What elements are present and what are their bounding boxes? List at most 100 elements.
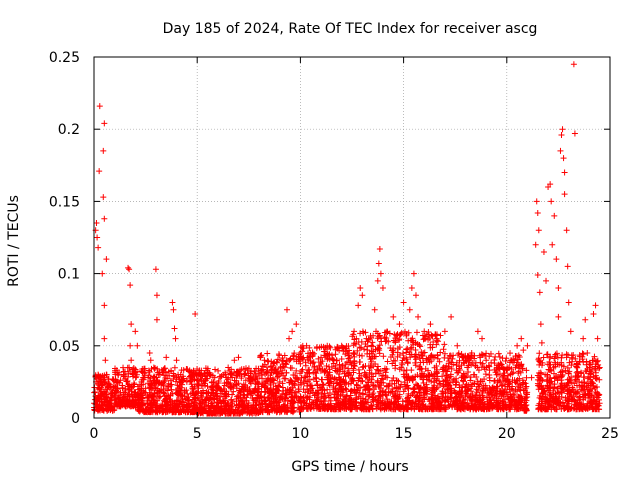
data-point	[281, 395, 288, 402]
data-point	[119, 399, 126, 406]
data-point	[136, 390, 143, 397]
data-point	[100, 194, 107, 201]
data-point	[483, 350, 490, 357]
data-point	[170, 375, 177, 382]
data-point	[333, 395, 340, 402]
data-point	[427, 321, 434, 328]
data-point	[159, 401, 166, 408]
data-point	[184, 403, 191, 410]
data-point	[260, 379, 267, 386]
data-point	[221, 388, 228, 395]
data-point	[289, 394, 296, 401]
data-point	[304, 395, 311, 402]
data-point	[170, 306, 177, 313]
data-point	[101, 335, 108, 342]
data-point	[559, 126, 566, 133]
data-point	[264, 395, 271, 402]
data-point	[236, 387, 243, 394]
data-point	[112, 367, 119, 374]
data-point	[272, 366, 279, 373]
data-point	[328, 352, 335, 359]
data-point	[540, 248, 547, 255]
data-point	[401, 367, 408, 374]
data-point	[304, 382, 311, 389]
data-point	[238, 366, 245, 373]
data-point	[375, 260, 382, 267]
data-point	[201, 370, 208, 377]
data-point	[231, 369, 238, 376]
data-point	[435, 338, 442, 345]
data-point	[148, 406, 155, 413]
data-point	[105, 401, 112, 408]
data-point	[543, 277, 550, 284]
data-point	[203, 389, 210, 396]
data-point	[286, 335, 293, 342]
data-point	[403, 332, 410, 339]
data-point	[173, 357, 180, 364]
data-point	[351, 362, 358, 369]
data-point	[207, 404, 214, 411]
data-point	[152, 266, 159, 273]
data-point	[136, 399, 143, 406]
data-point	[299, 345, 306, 352]
data-point	[158, 380, 165, 387]
data-point	[203, 396, 210, 403]
data-point	[302, 373, 309, 380]
data-point	[228, 396, 235, 403]
data-point	[172, 335, 179, 342]
data-point	[553, 256, 560, 263]
data-point	[189, 396, 196, 403]
data-point	[326, 371, 333, 378]
data-point	[325, 355, 332, 362]
data-point	[275, 382, 282, 389]
data-point	[441, 341, 448, 348]
data-point	[113, 379, 120, 386]
data-point	[404, 359, 411, 366]
data-point	[123, 396, 130, 403]
data-point	[171, 404, 178, 411]
data-point	[169, 299, 176, 306]
data-point	[375, 383, 382, 390]
data-point	[312, 369, 319, 376]
data-point	[179, 395, 186, 402]
data-point	[102, 405, 109, 412]
data-point	[198, 376, 205, 383]
data-point	[204, 365, 211, 372]
data-point	[555, 285, 562, 292]
data-point	[216, 373, 223, 380]
data-point	[548, 198, 555, 205]
data-point	[268, 363, 275, 370]
data-point	[270, 398, 277, 405]
data-point	[563, 227, 570, 234]
data-point	[293, 321, 300, 328]
data-point	[250, 408, 257, 415]
data-point	[177, 392, 184, 399]
data-point	[167, 397, 174, 404]
data-point	[304, 369, 311, 376]
data-point	[319, 376, 326, 383]
data-point	[333, 380, 340, 387]
data-point	[225, 405, 232, 412]
data-point	[561, 191, 568, 198]
chart-title: Day 185 of 2024, Rate Of TEC Index for r…	[163, 21, 538, 37]
data-point	[356, 358, 363, 365]
data-point	[359, 364, 366, 371]
data-point	[345, 355, 352, 362]
data-point	[337, 406, 344, 413]
data-point	[251, 388, 258, 395]
data-point	[337, 366, 344, 373]
data-point	[523, 390, 530, 397]
data-point	[324, 376, 331, 383]
data-point	[326, 366, 333, 373]
data-point	[207, 396, 214, 403]
data-point	[339, 386, 346, 393]
data-point	[345, 365, 352, 372]
data-point	[101, 215, 108, 222]
x-tick-label: 0	[90, 426, 99, 442]
data-point	[163, 354, 170, 361]
data-point	[273, 390, 280, 397]
data-point	[421, 349, 428, 356]
data-point	[185, 393, 192, 400]
data-point	[302, 378, 309, 385]
data-point	[123, 378, 130, 385]
